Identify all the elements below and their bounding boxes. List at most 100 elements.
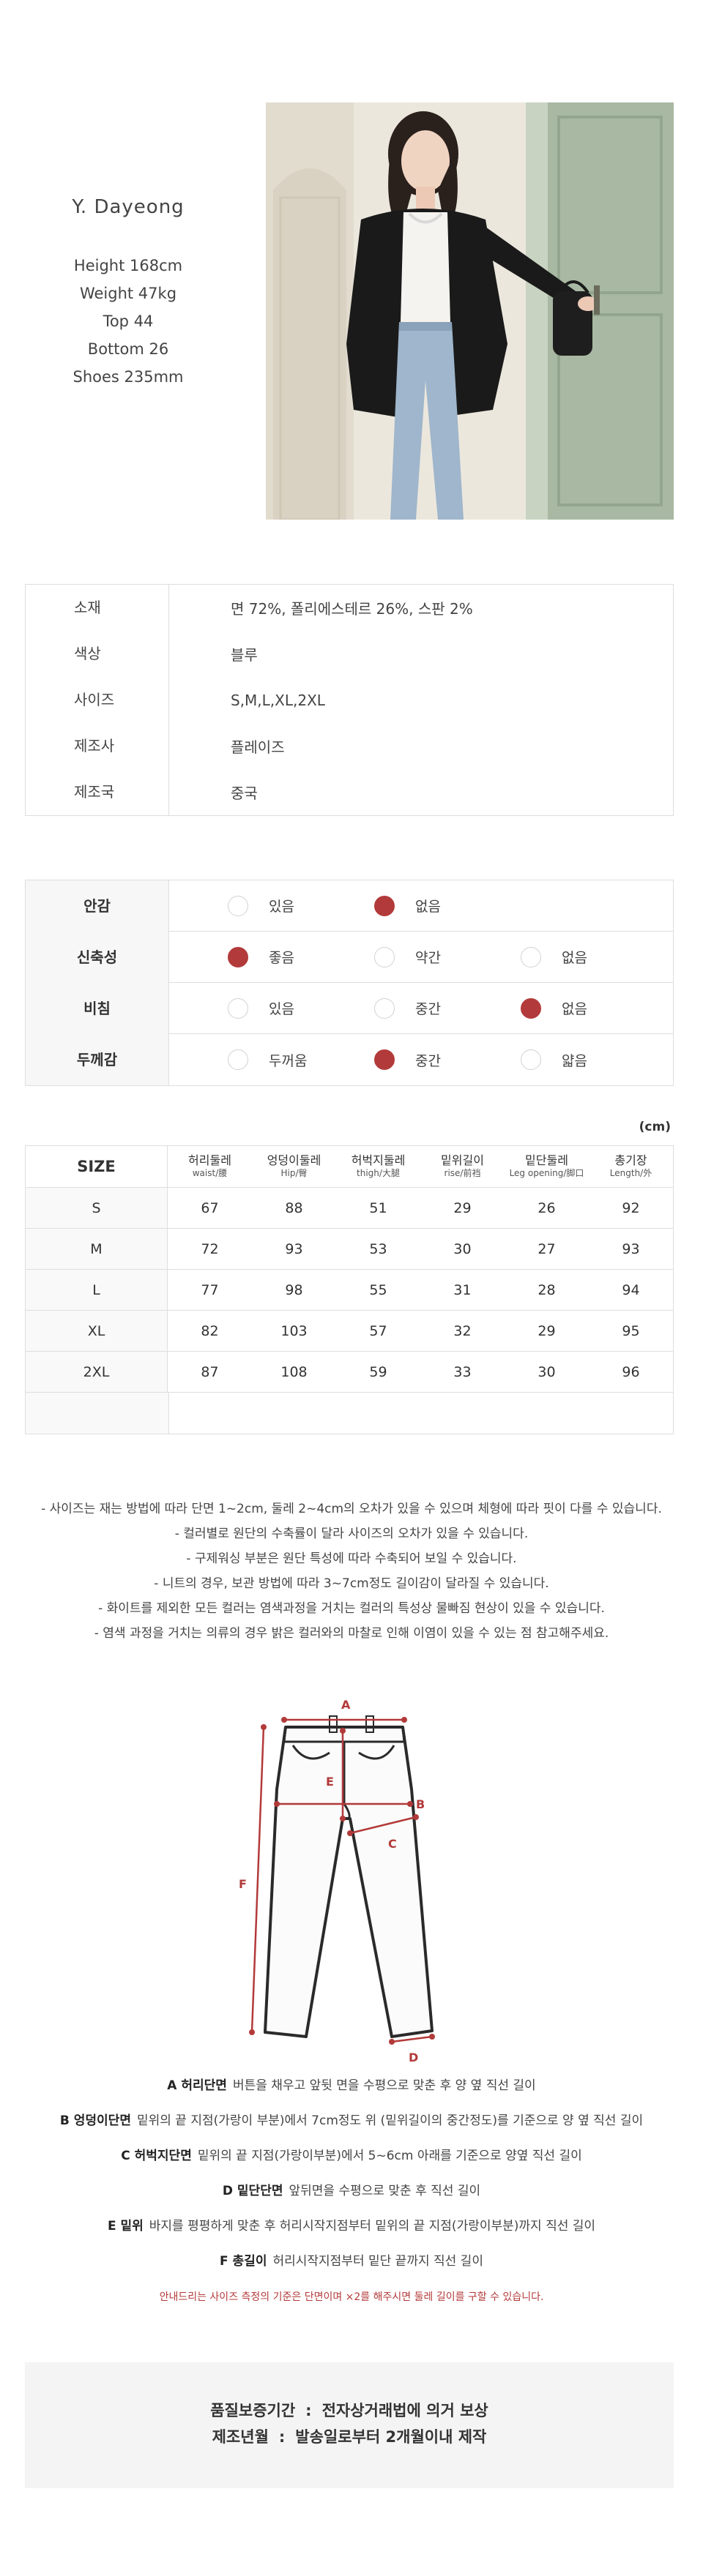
attr-option: 없음 [521, 997, 667, 1019]
measure-key: E 밑위 [107, 2219, 144, 2234]
attr-option: 좋음 [228, 946, 374, 967]
size-col-header: 밑단둘레 Leg opening/脚口 [505, 1154, 589, 1179]
size-cell: 51 [369, 1199, 387, 1216]
label-a: A [341, 1698, 351, 1712]
size-cell: 29 [453, 1199, 472, 1216]
size-name: S [26, 1188, 168, 1228]
attr-option-label: 없음 [562, 950, 587, 966]
measure-key: D 밑단단면 [222, 2184, 283, 2198]
size-cell: 98 [285, 1281, 303, 1298]
size-cell: 82 [201, 1322, 219, 1339]
measure-desc: 앞뒤면을 수평으로 맞춘 후 직선 길이 [289, 2184, 481, 2198]
size-cell: 87 [201, 1363, 219, 1380]
attr-option-label: 얇음 [562, 1052, 587, 1069]
table-row: L 77 98 55 31 28 94 [26, 1270, 673, 1311]
col-title: 허벅지둘레 [351, 1153, 406, 1167]
size-name: L [26, 1270, 168, 1310]
label-e: E [326, 1775, 334, 1789]
attr-options: 있음 중간 없음 [169, 997, 673, 1019]
measure-desc: 버튼을 채우고 앞뒷 면을 수평으로 맞춘 후 양 옆 직선 길이 [232, 2078, 536, 2093]
model-height: Height 168cm [73, 257, 183, 274]
col-subtitle: rise/前裆 [444, 1168, 481, 1178]
col-subtitle: Hip/臀 [280, 1168, 308, 1178]
attr-row-lining: 안감 있음 없음 [26, 880, 673, 932]
size-cell: 67 [201, 1199, 219, 1216]
size-cell: 57 [369, 1322, 387, 1339]
radio-indicator [374, 997, 395, 1019]
measure-row: D 밑단단면 앞뒤면을 수평으로 맞춘 후 직선 길이 [0, 2174, 703, 2209]
radio-indicator [228, 997, 248, 1019]
col-title: 밑단둘레 [525, 1153, 568, 1167]
attr-option-label: 중간 [415, 1052, 441, 1069]
attr-option-label: 약간 [415, 950, 441, 966]
measure-row: C 허벅지단면 밑위의 끝 지점(가랑이부분)에서 5~6cm 아래를 기준으로 … [0, 2138, 703, 2174]
size-cell: 59 [369, 1363, 387, 1380]
col-subtitle: thigh/大腿 [357, 1168, 400, 1178]
spec-value: 블루 [231, 646, 258, 664]
measurement-legend: A 허리단면 버튼을 채우고 앞뒷 면을 수평으로 맞춘 후 양 옆 직선 길이 … [0, 2068, 703, 2304]
col-title: 밑위길이 [441, 1153, 484, 1167]
spec-row-size: 사이즈 S,M,L,XL,2XL [26, 677, 673, 723]
size-cell: 77 [201, 1281, 219, 1298]
attr-option: 중간 [374, 997, 521, 1019]
measure-row: F 총길이 허리시작지점부터 밑단 끝까지 직선 길이 [0, 2244, 703, 2279]
size-cell: 94 [622, 1281, 640, 1298]
measure-key: A 허리단면 [167, 2078, 227, 2093]
measure-key: C 허벅지단면 [121, 2149, 192, 2163]
size-header-label: SIZE [26, 1146, 168, 1187]
size-cell: 31 [453, 1281, 472, 1298]
label-f: F [239, 1877, 247, 1891]
size-unit: (cm) [639, 1120, 671, 1134]
note-line: - 염색 과정을 거치는 의류의 경우 밝은 컬러와의 마찰로 인해 이염이 있… [94, 1626, 609, 1641]
spec-row-manufacturer: 제조사 플레이즈 [26, 723, 673, 769]
col-subtitle: Leg opening/脚口 [509, 1168, 584, 1178]
measure-desc: 밑위의 끝 지점(가랑이 부분)에서 7cm정도 위 (밑위길이의 중간정도)를… [136, 2113, 644, 2128]
size-cell: 108 [280, 1363, 308, 1380]
model-info: Y. Dayeong Height 168cm Weight 47kg Top … [44, 196, 212, 391]
model-photo [266, 102, 674, 520]
spec-value: S,M,L,XL,2XL [231, 691, 325, 709]
warranty-value: 발송일로부터 2개월이내 제작 [295, 2428, 487, 2446]
attr-option: 없음 [521, 946, 667, 967]
attr-option-label: 좋음 [269, 950, 294, 966]
model-bottom-size: Bottom 26 [87, 340, 169, 358]
col-subtitle: Length/外 [609, 1168, 652, 1178]
measure-desc: 밑위의 끝 지점(가랑이부분)에서 5~6cm 아래를 기준으로 양옆 직선 길… [197, 2149, 582, 2163]
attr-option: 얇음 [521, 1049, 667, 1070]
spec-label: 사이즈 [26, 677, 169, 723]
size-cell: 28 [538, 1281, 556, 1298]
attr-option: 있음 [228, 997, 374, 1019]
model-photo-illustration [266, 102, 674, 520]
warranty-value: 전자상거래법에 의거 보상 [321, 2402, 488, 2419]
warranty-label: 품질보증기간 [210, 2402, 296, 2419]
model-shoe-size: Shoes 235mm [72, 368, 184, 386]
pants-diagram-icon: A B C D E F [239, 1698, 435, 2064]
model-weight: Weight 47kg [79, 285, 177, 302]
table-row: M 72 93 53 30 27 93 [26, 1229, 673, 1270]
size-cell: 30 [453, 1240, 472, 1257]
attr-row-thickness: 두께감 두꺼움 중간 얇음 [26, 1034, 673, 1085]
note-line: - 니트의 경우, 보관 방법에 따라 3~7cm정도 길이감이 달라질 수 있… [154, 1576, 549, 1591]
size-cell: 29 [538, 1322, 556, 1339]
measurement-diagram: A B C D E F [220, 1680, 483, 2067]
attr-label: 신축성 [26, 931, 169, 983]
size-col-header: 총기장 Length/外 [589, 1154, 673, 1179]
model-name: Y. Dayeong [72, 196, 185, 218]
size-table-header: SIZE 허리둘레 waist/腰 엉덩이둘레 Hip/臀 허벅지둘레 thigh/大… [26, 1146, 673, 1188]
spec-value: 중국 [231, 785, 258, 802]
attr-option-label: 두꺼움 [269, 1052, 308, 1069]
size-cell: 103 [280, 1322, 308, 1339]
attr-options: 두꺼움 중간 얇음 [169, 1049, 673, 1070]
spec-label: 제조국 [26, 769, 169, 815]
attr-options: 좋음 약간 없음 [169, 946, 673, 967]
attr-options: 있음 없음 [169, 895, 673, 916]
warranty-row: 품질보증기간: 전자상거래법에 의거 보상 [25, 2397, 674, 2424]
size-cell: 95 [622, 1322, 640, 1339]
table-row: XL 82 103 57 32 29 95 [26, 1311, 673, 1352]
size-cell: 27 [538, 1240, 556, 1257]
size-cell: 30 [538, 1363, 556, 1380]
size-cell: 55 [369, 1281, 387, 1298]
size-cell: 26 [538, 1199, 556, 1216]
size-col-header: 밑위길이 rise/前裆 [420, 1154, 505, 1179]
size-name: 2XL [26, 1352, 168, 1392]
